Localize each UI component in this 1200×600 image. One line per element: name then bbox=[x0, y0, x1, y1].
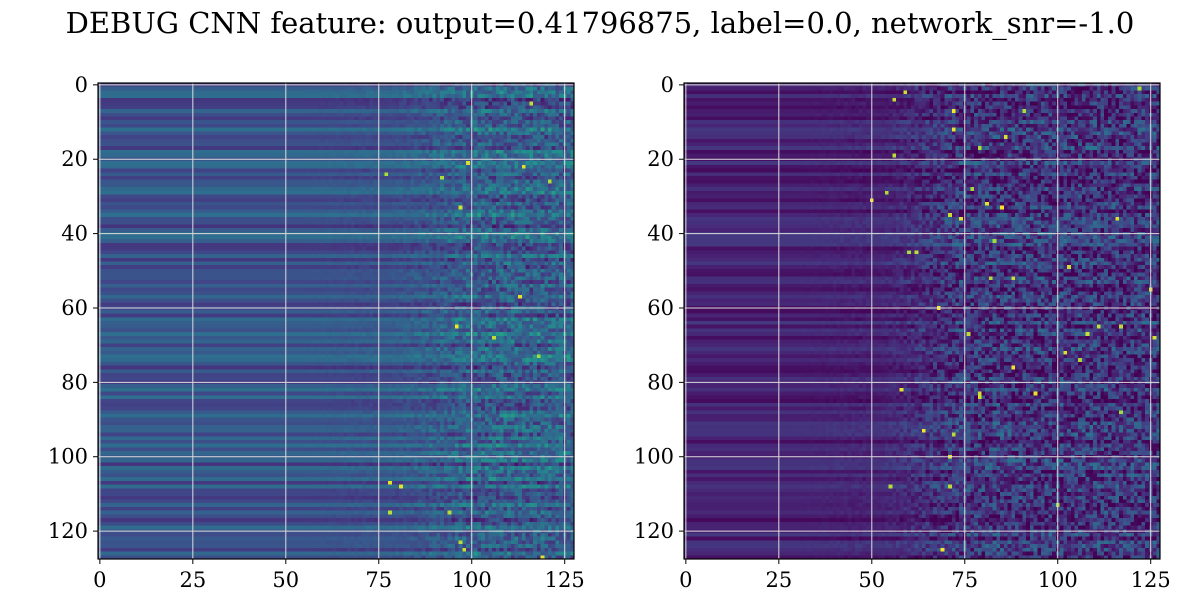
x-tick-label: 25 bbox=[765, 568, 792, 592]
y-tick-label: 120 bbox=[634, 519, 674, 543]
x-tick-label: 100 bbox=[1038, 568, 1078, 592]
y-tick-label: 60 bbox=[61, 296, 88, 320]
x-tick-label: 75 bbox=[365, 568, 392, 592]
y-tick-label: 0 bbox=[75, 73, 88, 97]
x-tick-label: 125 bbox=[545, 568, 585, 592]
y-tick-label: 100 bbox=[48, 445, 88, 469]
x-tick-label: 50 bbox=[272, 568, 299, 592]
axes-frame bbox=[97, 82, 575, 560]
y-tick-label: 100 bbox=[634, 445, 674, 469]
figure-title: DEBUG CNN feature: output=0.41796875, la… bbox=[65, 6, 1135, 40]
y-tick-label: 80 bbox=[61, 370, 88, 394]
y-tick-label: 80 bbox=[647, 370, 674, 394]
x-tick-label: 0 bbox=[679, 568, 692, 592]
y-tick-label: 20 bbox=[647, 147, 674, 171]
heatmap-image bbox=[684, 83, 1160, 559]
x-tick-label: 75 bbox=[951, 568, 978, 592]
y-tick-label: 40 bbox=[61, 222, 88, 246]
y-tick-label: 40 bbox=[647, 222, 674, 246]
x-tick-label: 100 bbox=[452, 568, 492, 592]
y-tick-label: 20 bbox=[61, 147, 88, 171]
heatmap-image bbox=[98, 83, 574, 559]
heatmap-panel-1: 0 25 50 75 100 125 0 20 40 60 80 100 120 bbox=[48, 73, 585, 592]
y-tick-label: 60 bbox=[647, 296, 674, 320]
x-tick-label: 0 bbox=[93, 568, 106, 592]
x-tick-label: 50 bbox=[858, 568, 885, 592]
y-tick-label: 120 bbox=[48, 519, 88, 543]
axes-frame bbox=[683, 82, 1161, 560]
x-tick-label: 125 bbox=[1131, 568, 1171, 592]
heatmap-panel-2: 0 25 50 75 100 125 0 20 40 60 80 100 120 bbox=[634, 73, 1171, 592]
y-tick-label: 0 bbox=[661, 73, 674, 97]
x-tick-label: 25 bbox=[179, 568, 206, 592]
